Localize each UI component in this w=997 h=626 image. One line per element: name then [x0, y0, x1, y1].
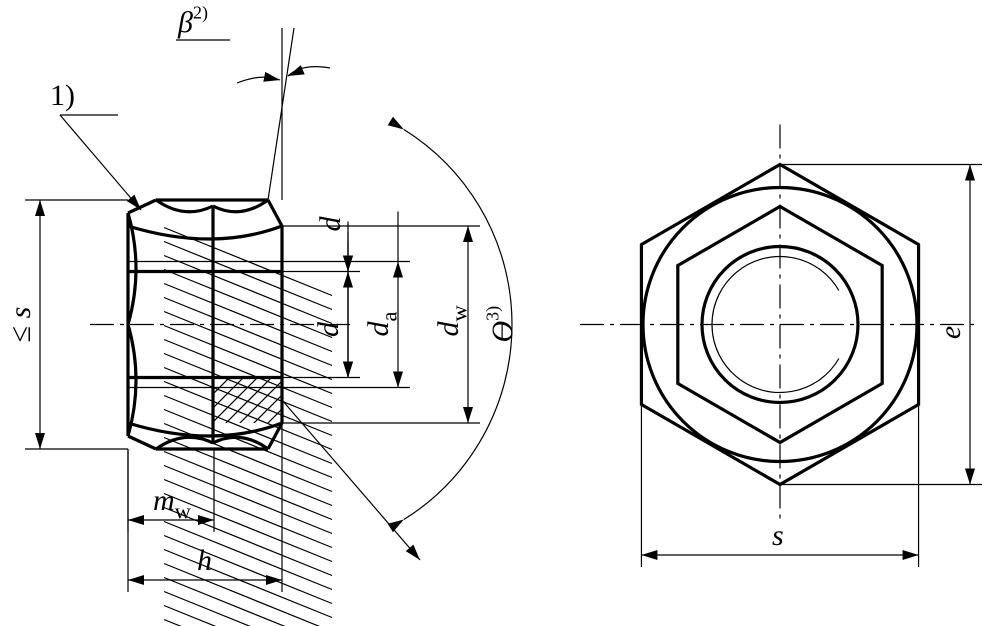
label-d: d: [314, 216, 347, 232]
label-d: d: [312, 321, 345, 337]
label-e: e: [934, 326, 967, 339]
label-s: s: [772, 519, 784, 552]
label-note-1: 1): [50, 79, 75, 112]
label-mw: mw: [153, 484, 192, 523]
label-le-s: ≤ s: [4, 307, 37, 343]
label-theta: ϴ3): [483, 306, 520, 343]
label-da: da: [362, 312, 401, 337]
label-h: h: [197, 544, 212, 577]
label-beta: β2): [177, 3, 208, 40]
label-dw: dw: [432, 305, 471, 337]
